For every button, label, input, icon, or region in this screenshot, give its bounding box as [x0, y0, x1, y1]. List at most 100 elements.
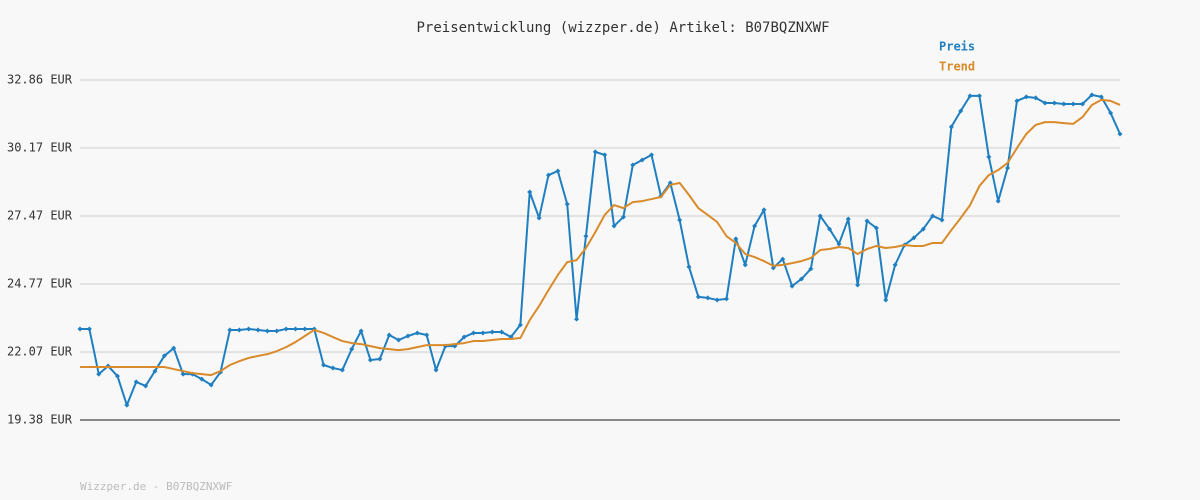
y-tick-label: 19.38 EUR	[7, 413, 73, 427]
point-marker	[855, 282, 861, 288]
point-marker	[780, 256, 786, 262]
point-marker	[143, 383, 149, 389]
point-marker	[864, 218, 870, 224]
y-tick-label: 32.86 EUR	[7, 73, 73, 87]
point-marker	[798, 276, 804, 282]
point-marker	[958, 108, 964, 114]
point-marker	[733, 236, 739, 242]
point-marker	[752, 223, 758, 229]
point-marker	[292, 326, 298, 332]
point-marker	[695, 294, 701, 300]
point-marker	[1061, 101, 1067, 107]
point-marker	[939, 217, 945, 223]
point-marker	[639, 157, 645, 163]
point-marker	[1108, 110, 1114, 116]
point-marker	[274, 328, 280, 334]
point-marker	[255, 327, 261, 333]
point-marker	[171, 345, 177, 351]
point-marker	[96, 371, 102, 377]
point-marker	[592, 149, 598, 155]
point-marker	[152, 368, 158, 374]
point-marker	[367, 357, 373, 363]
point-marker	[1033, 95, 1039, 101]
point-marker	[86, 326, 92, 332]
point-marker	[1117, 131, 1123, 137]
point-marker	[1070, 101, 1076, 107]
point-marker	[1098, 94, 1104, 100]
point-marker	[77, 326, 83, 332]
point-marker	[883, 297, 889, 303]
point-marker	[264, 328, 270, 334]
point-marker	[873, 225, 879, 231]
point-marker	[545, 172, 551, 178]
point-marker	[677, 217, 683, 223]
point-marker	[911, 235, 917, 241]
chart-title: Preisentwicklung (wizzper.de) Artikel: B…	[416, 20, 829, 36]
point-marker	[649, 152, 655, 158]
point-marker	[827, 226, 833, 232]
point-marker	[723, 296, 729, 302]
point-marker	[742, 262, 748, 268]
point-marker	[208, 382, 214, 388]
series-line	[80, 93, 1121, 407]
point-marker	[433, 367, 439, 373]
point-marker	[199, 376, 205, 382]
point-marker	[124, 402, 130, 408]
point-marker	[536, 215, 542, 221]
point-marker	[620, 214, 626, 220]
point-marker	[976, 93, 982, 99]
point-marker	[686, 264, 692, 270]
point-marker	[1089, 92, 1095, 98]
point-marker	[995, 198, 1001, 204]
point-marker	[836, 241, 842, 247]
point-marker	[461, 334, 467, 340]
point-marker	[611, 223, 617, 229]
point-marker	[1080, 101, 1086, 107]
point-marker	[808, 266, 814, 272]
y-tick-label: 22.07 EUR	[7, 345, 73, 359]
point-marker	[517, 322, 523, 328]
point-marker	[1005, 165, 1011, 171]
point-marker	[1014, 98, 1020, 104]
point-marker	[499, 329, 505, 335]
point-marker	[967, 93, 973, 99]
y-tick-label: 27.47 EUR	[7, 208, 73, 222]
y-tick-label: 24.77 EUR	[7, 277, 73, 291]
point-marker	[574, 316, 580, 322]
y-tick-label: 30.17 EUR	[7, 140, 73, 154]
point-marker	[555, 168, 561, 174]
point-marker	[161, 353, 167, 359]
point-marker	[236, 327, 242, 333]
point-marker	[630, 162, 636, 168]
point-marker	[133, 379, 139, 385]
point-marker	[789, 283, 795, 289]
point-marker	[817, 213, 823, 219]
point-marker	[330, 365, 336, 371]
point-marker	[564, 201, 570, 207]
point-marker	[283, 326, 289, 332]
point-marker	[339, 367, 345, 373]
point-marker	[948, 124, 954, 130]
point-marker	[471, 330, 477, 336]
point-marker	[1051, 100, 1057, 106]
legend-entry: Preis	[939, 40, 975, 54]
point-marker	[302, 326, 308, 332]
point-marker	[1042, 100, 1048, 106]
point-marker	[227, 327, 233, 333]
point-marker	[1023, 94, 1029, 100]
footer: Wizzper.de - B07BQZNXWF	[80, 480, 232, 493]
point-marker	[845, 216, 851, 222]
point-marker	[424, 332, 430, 338]
point-marker	[930, 213, 936, 219]
point-marker	[986, 154, 992, 160]
point-marker	[114, 373, 120, 379]
point-marker	[180, 371, 186, 377]
point-marker	[377, 356, 383, 362]
point-marker	[396, 337, 402, 343]
point-marker	[358, 328, 364, 334]
point-marker	[527, 189, 533, 195]
point-marker	[414, 330, 420, 336]
point-marker	[705, 295, 711, 301]
